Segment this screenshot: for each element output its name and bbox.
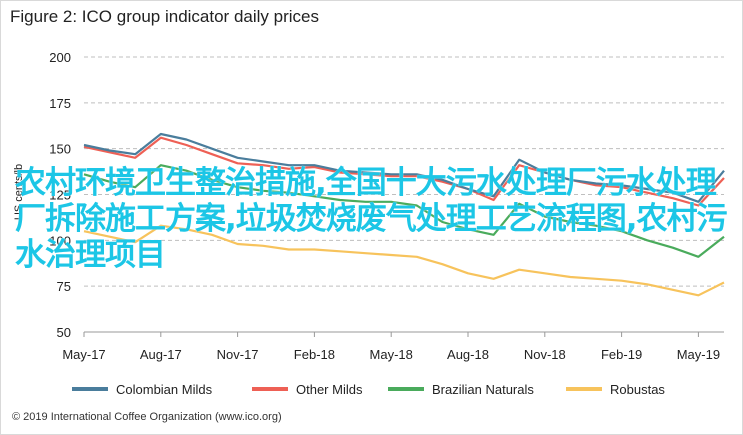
x-tick-label: May-18 bbox=[370, 347, 413, 362]
copyright-footer: © 2019 International Coffee Organization… bbox=[12, 411, 282, 423]
x-tick-label: Feb-19 bbox=[601, 347, 642, 362]
y-tick-labels: 50 75 100 125 150 175 200 bbox=[49, 50, 71, 340]
series-line-0 bbox=[83, 132, 725, 203]
x-tick-label: Aug-17 bbox=[140, 347, 182, 362]
x-tick-label: Nov-18 bbox=[524, 347, 566, 362]
series-line-3 bbox=[83, 224, 725, 297]
x-tick-labels: May-17 Aug-17 Nov-17 Feb-18 May-18 Aug-18 Nov-… bbox=[62, 332, 720, 362]
x-tick-label: Feb-18 bbox=[294, 347, 335, 362]
legend-label: Colombian Milds bbox=[116, 382, 213, 397]
y-tick-label: 200 bbox=[49, 50, 71, 65]
y-tick-label: 175 bbox=[49, 96, 71, 111]
chart-title: Figure 2: ICO group indicator daily pric… bbox=[10, 7, 319, 26]
x-tick-label: Aug-18 bbox=[447, 347, 489, 362]
legend: Colombian Milds Other Milds Brazilian Natu… bbox=[72, 382, 665, 397]
y-axis-label: US cents/lb bbox=[13, 164, 25, 220]
y-tick-label: 100 bbox=[49, 233, 71, 248]
series-lines bbox=[83, 132, 725, 297]
legend-label: Brazilian Naturals bbox=[432, 382, 534, 397]
x-tick-label: Nov-17 bbox=[217, 347, 259, 362]
legend-label: Other Milds bbox=[296, 382, 363, 397]
y-tick-label: 50 bbox=[57, 325, 71, 340]
series-line-2 bbox=[83, 164, 725, 258]
watermark-overlay-text: 农村环境卫生整治措施,全国十大污水处理厂污水处理厂拆除施工方案,垃圾焚烧废气处理… bbox=[15, 165, 728, 273]
y-tick-label: 75 bbox=[57, 279, 71, 294]
y-tick-label: 125 bbox=[49, 188, 71, 203]
x-tick-label: May-17 bbox=[62, 347, 105, 362]
y-tick-label: 150 bbox=[49, 142, 71, 157]
series-line-1 bbox=[83, 136, 725, 207]
legend-label: Robustas bbox=[610, 382, 665, 397]
gridlines bbox=[84, 56, 724, 333]
x-tick-label: May-19 bbox=[677, 347, 720, 362]
